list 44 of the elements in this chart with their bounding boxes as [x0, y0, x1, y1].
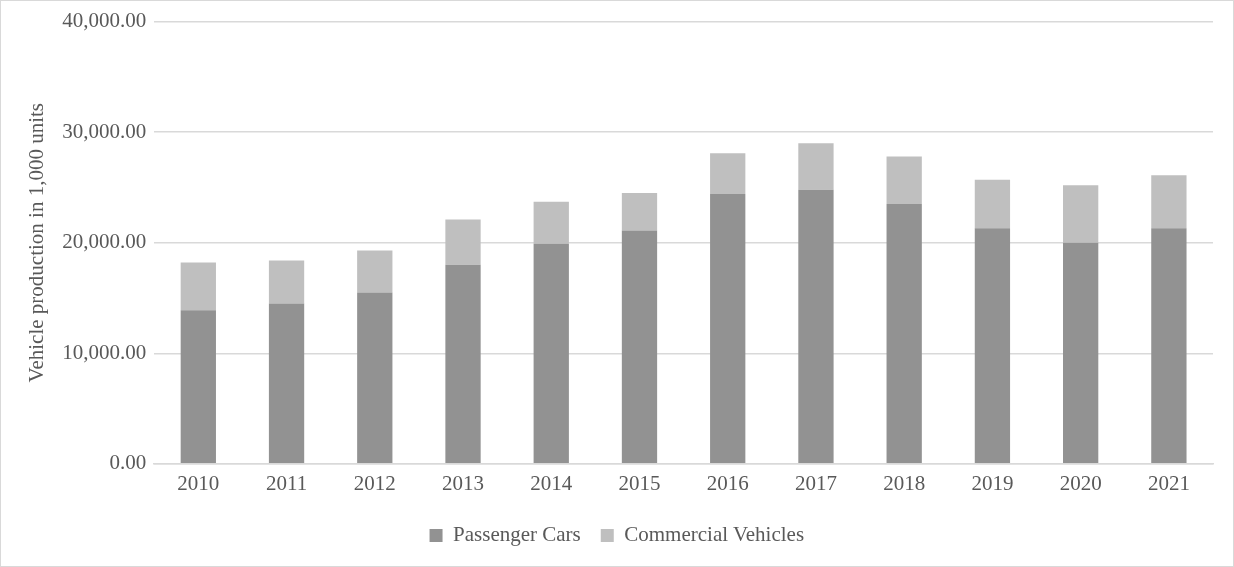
bar [533, 243, 569, 464]
x-tick-label: 2010 [177, 470, 220, 495]
bar [886, 156, 922, 205]
x-tick-label: 2012 [353, 470, 396, 495]
bar [710, 194, 746, 464]
bar [1151, 228, 1187, 464]
bar [357, 250, 393, 293]
x-tick-label: 2015 [618, 470, 661, 495]
bar [974, 179, 1011, 229]
bar [886, 204, 922, 464]
x-tick-label: 2014 [530, 470, 573, 495]
bar [180, 310, 216, 464]
bar [1063, 185, 1099, 243]
bar [268, 303, 305, 464]
bar [1151, 175, 1187, 229]
legend-label: Commercial Vehicles [624, 522, 805, 547]
bar [533, 201, 569, 244]
x-tick-label: 2011 [265, 470, 308, 495]
y-tick-label: 20,000.00 [62, 229, 147, 254]
x-tick-label: 2018 [883, 470, 926, 495]
bar [621, 192, 658, 231]
bar [621, 230, 658, 464]
x-tick-label: 2017 [794, 470, 837, 495]
x-tick-label: 2020 [1059, 470, 1102, 495]
bar [1063, 242, 1099, 464]
y-tick-label: 30,000.00 [62, 118, 147, 143]
y-tick-label: 10,000.00 [62, 339, 147, 364]
x-tick-label: 2019 [971, 470, 1014, 495]
bar [710, 153, 746, 195]
bar [798, 189, 834, 464]
bar [974, 228, 1011, 464]
x-tick-label: 2021 [1147, 470, 1190, 495]
y-axis-title: Vehicle production in 1,000 units [24, 103, 49, 383]
bar [445, 219, 481, 265]
bar [798, 143, 834, 190]
x-tick-label: 2013 [442, 470, 485, 495]
bar [180, 262, 216, 311]
y-tick-label: 0.00 [109, 450, 147, 475]
bar [357, 292, 393, 464]
legend-label: Passenger Cars [453, 522, 581, 547]
x-tick-label: 2016 [706, 470, 749, 495]
y-tick-label: 40,000.00 [62, 8, 147, 33]
bar [445, 264, 481, 464]
bar [268, 260, 305, 304]
